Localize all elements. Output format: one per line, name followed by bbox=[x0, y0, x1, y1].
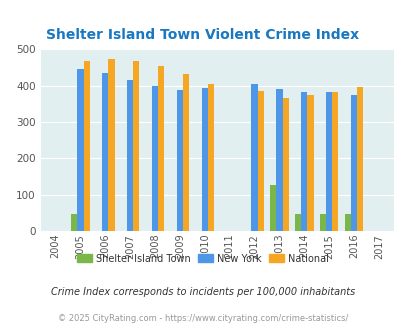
Bar bbox=[282, 98, 288, 231]
Bar bbox=[307, 94, 313, 231]
Bar bbox=[151, 86, 158, 231]
Bar bbox=[127, 80, 133, 231]
Bar bbox=[207, 84, 213, 231]
Bar bbox=[269, 184, 276, 231]
Bar bbox=[301, 92, 307, 231]
Bar bbox=[294, 214, 301, 231]
Bar bbox=[276, 89, 282, 231]
Bar bbox=[325, 92, 331, 231]
Bar bbox=[176, 90, 183, 231]
Bar bbox=[183, 74, 189, 231]
Bar bbox=[102, 73, 108, 231]
Bar bbox=[319, 214, 325, 231]
Bar bbox=[331, 92, 338, 231]
Bar bbox=[108, 59, 114, 231]
Bar bbox=[133, 61, 139, 231]
Bar bbox=[356, 87, 362, 231]
Text: Shelter Island Town Violent Crime Index: Shelter Island Town Violent Crime Index bbox=[46, 28, 359, 42]
Bar bbox=[344, 214, 350, 231]
Text: Crime Index corresponds to incidents per 100,000 inhabitants: Crime Index corresponds to incidents per… bbox=[51, 287, 354, 297]
Bar bbox=[158, 66, 164, 231]
Text: © 2025 CityRating.com - https://www.cityrating.com/crime-statistics/: © 2025 CityRating.com - https://www.city… bbox=[58, 314, 347, 323]
Bar bbox=[201, 88, 207, 231]
Legend: Shelter Island Town, New York, National: Shelter Island Town, New York, National bbox=[73, 249, 332, 267]
Bar bbox=[350, 94, 356, 231]
Bar bbox=[77, 69, 83, 231]
Bar bbox=[251, 83, 257, 231]
Bar bbox=[257, 90, 263, 231]
Bar bbox=[71, 214, 77, 231]
Bar bbox=[83, 61, 90, 231]
